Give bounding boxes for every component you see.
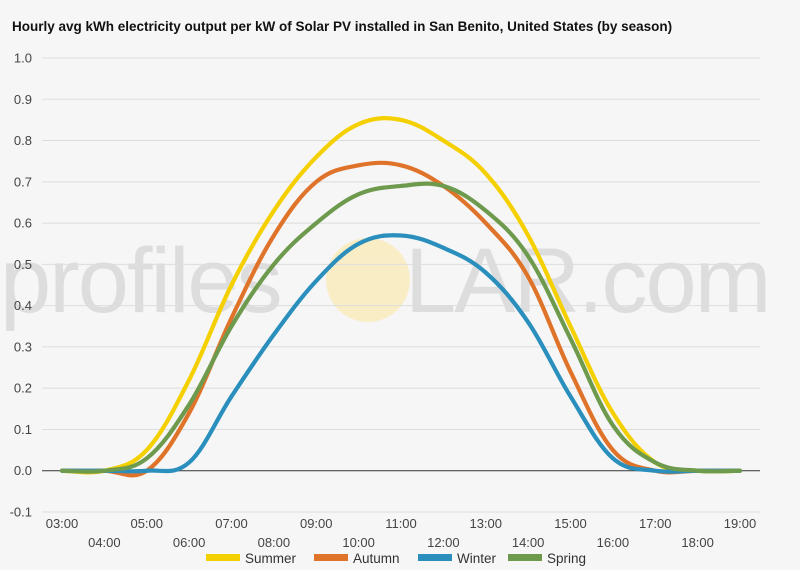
y-tick-label: 1.0 — [14, 51, 32, 66]
x-tick-label: 16:00 — [597, 535, 630, 550]
y-tick-label: 0.5 — [14, 257, 32, 272]
x-tick-label: 04:00 — [88, 535, 121, 550]
y-tick-label: 0.3 — [14, 339, 32, 354]
legend-swatch — [206, 554, 240, 561]
x-tick-label: 05:00 — [130, 516, 163, 531]
x-tick-label: 14:00 — [512, 535, 545, 550]
x-tick-label: 17:00 — [639, 516, 672, 531]
series-line-winter — [59, 233, 743, 474]
x-tick-label: 12:00 — [427, 535, 460, 550]
legend-item-winter[interactable]: Winter — [418, 551, 497, 566]
y-axis: -0.1 0.0 0.1 0.2 0.3 0.4 0.5 0.6 0.7 0.8 0.9 1.0 — [10, 51, 32, 520]
grid — [42, 57, 760, 513]
y-tick-label: 0.0 — [14, 463, 32, 478]
legend-label: Spring — [547, 551, 586, 566]
legend-swatch — [418, 554, 452, 561]
y-tick-label: 0.1 — [14, 422, 32, 437]
legend-label: Summer — [245, 551, 297, 566]
legend-swatch — [508, 554, 542, 561]
x-tick-label: 08:00 — [258, 535, 291, 550]
legend-item-autumn[interactable]: Autumn — [314, 551, 400, 566]
x-tick-label: 10:00 — [342, 535, 375, 550]
y-tick-label: 0.8 — [14, 133, 32, 148]
x-tick-label: 18:00 — [681, 535, 714, 550]
x-axis: 03:00 04:00 05:00 06:00 07:00 08:00 09:00 10:00… — [46, 516, 757, 550]
watermark: profiles LAR.com — [0, 230, 771, 332]
legend-label: Winter — [457, 551, 497, 566]
y-tick-label: 0.4 — [14, 298, 32, 313]
series-line-autumn — [59, 160, 743, 478]
y-tick-label: 0.7 — [14, 174, 32, 189]
x-tick-label: 06:00 — [173, 535, 206, 550]
legend-swatch — [314, 554, 348, 561]
x-tick-label: 13:00 — [469, 516, 502, 531]
series-line-spring — [59, 181, 743, 474]
y-tick-label: -0.1 — [10, 505, 32, 520]
x-tick-label: 11:00 — [385, 516, 417, 531]
x-tick-label: 19:00 — [724, 516, 757, 531]
y-tick-label: 0.9 — [14, 92, 32, 107]
watermark-text-right: LAR.com — [405, 230, 769, 332]
x-tick-label: 15:00 — [554, 516, 587, 531]
x-tick-label: 09:00 — [300, 516, 333, 531]
x-tick-label: 07:00 — [215, 516, 248, 531]
legend-label: Autumn — [353, 551, 400, 566]
legend-item-spring[interactable]: Spring — [508, 551, 586, 566]
y-tick-label: 0.2 — [14, 381, 32, 396]
series-line-summer — [59, 116, 743, 475]
watermark-sun-icon — [326, 238, 410, 322]
x-tick-label: 03:00 — [46, 516, 79, 531]
legend-item-summer[interactable]: Summer — [206, 551, 297, 566]
chart-title: Hourly avg kWh electricity output per kW… — [12, 19, 673, 34]
series-lines — [59, 116, 743, 478]
y-tick-label: 0.6 — [14, 216, 32, 231]
legend[interactable]: Summer Autumn Winter Spring — [206, 551, 586, 566]
